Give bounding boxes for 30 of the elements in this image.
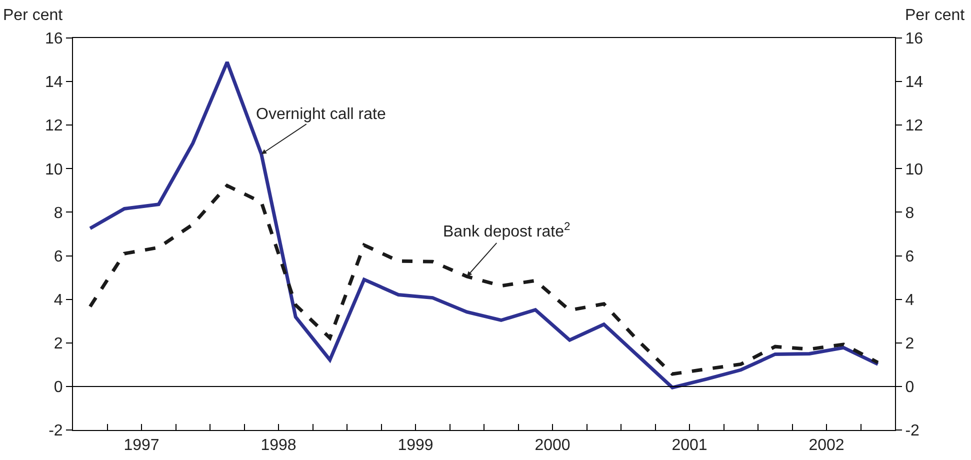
y-tick-label: 6 (54, 248, 63, 266)
x-tick-label: 2002 (808, 437, 844, 454)
y2-tick-label: 8 (905, 204, 914, 222)
annotation: Bank depost rate$^{2}$ (443, 221, 570, 241)
annotation: Overnight call rate (256, 106, 386, 123)
x-tick-label: 1998 (260, 437, 296, 454)
y-tick-label: 4 (54, 292, 63, 309)
y-tick-label: 14 (45, 74, 63, 92)
y2-tick-label: 2 (905, 335, 914, 352)
y2-tick-label: 16 (905, 30, 924, 48)
y-tick-label: 12 (45, 118, 63, 135)
y-axis-title: Per cent (3, 7, 64, 24)
y-tick-label: 0 (54, 379, 63, 396)
x-tick-label: 2000 (534, 437, 570, 454)
y2-axis-title: Per cent (905, 7, 966, 24)
y2-tick-label: 10 (905, 161, 924, 178)
y-tick-label: 2 (54, 335, 63, 352)
y2-tick-label: 4 (905, 292, 914, 309)
y2-tick-label: 6 (905, 248, 914, 266)
y-tick-label: 8 (54, 204, 63, 222)
x-tick-label: 1999 (398, 437, 434, 454)
y2-tick-label: 14 (905, 74, 924, 92)
y-tick-label: 10 (45, 161, 63, 178)
y2-tick-label: 12 (905, 118, 924, 135)
x-tick-label: 2001 (672, 437, 708, 454)
y2-tick-label: -2 (905, 422, 920, 440)
y-tick-label: -2 (48, 422, 63, 440)
y2-tick-label: 0 (905, 379, 914, 396)
x-tick-label: 1997 (124, 437, 160, 454)
y-tick-label: 16 (45, 30, 63, 48)
